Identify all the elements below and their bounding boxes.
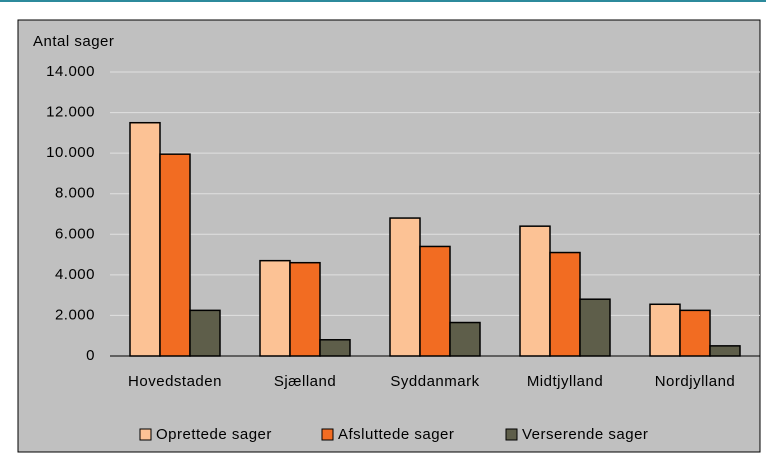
bar: [549, 251, 581, 357]
bar: [709, 345, 741, 357]
y-tick-label: 12.000: [46, 104, 95, 121]
bar: [519, 225, 551, 357]
x-tick-label: Midtjylland: [527, 373, 603, 390]
y-tick-label: 14.000: [46, 63, 95, 80]
bar: [159, 153, 191, 357]
bar: [319, 339, 351, 357]
legend-swatch: [505, 428, 518, 441]
bar: [129, 121, 161, 357]
legend-label: Afsluttede sager: [338, 426, 454, 443]
legend-label: Oprettede sager: [156, 426, 272, 443]
y-tick-label: 6.000: [55, 225, 95, 242]
bar: [189, 309, 221, 357]
x-tick-label: Sjælland: [274, 373, 336, 390]
x-tick-label: Syddanmark: [390, 373, 479, 390]
bar: [259, 259, 291, 357]
bar: [289, 261, 321, 357]
bar: [579, 298, 611, 357]
y-axis-label: Antal sager: [33, 33, 114, 50]
legend-label: Verserende sager: [522, 426, 648, 443]
bar: [679, 309, 711, 357]
y-tick-label: 4.000: [55, 266, 95, 283]
y-tick-label: 2.000: [55, 306, 95, 323]
y-tick-label: 10.000: [46, 144, 95, 161]
y-tick-label: 0: [86, 347, 95, 364]
x-tick-label: Hovedstaden: [128, 373, 222, 390]
bar: [419, 245, 451, 357]
x-tick-label: Nordjylland: [655, 373, 736, 390]
legend-swatch: [321, 428, 334, 441]
y-tick-label: 8.000: [55, 185, 95, 202]
bar: [449, 321, 481, 357]
legend-swatch: [139, 428, 152, 441]
bar: [389, 217, 421, 357]
bar: [649, 303, 681, 357]
